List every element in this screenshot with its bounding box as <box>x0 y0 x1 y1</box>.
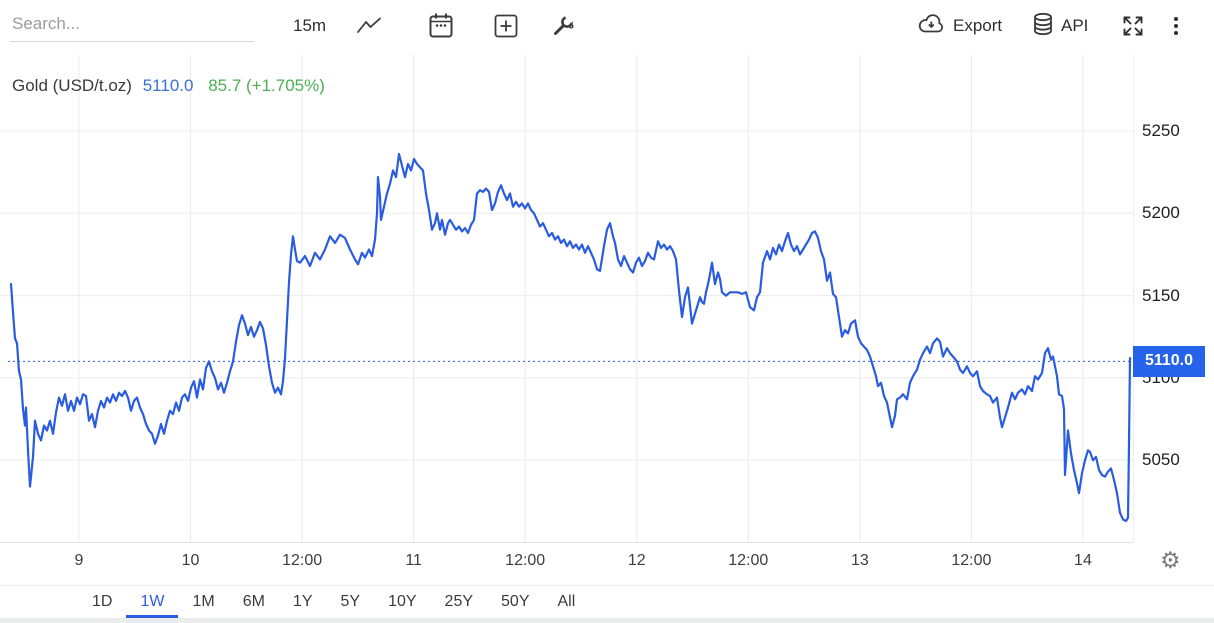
chart-type-button[interactable] <box>356 0 382 52</box>
time-axis-label: 12:00 <box>951 552 992 569</box>
search-field-wrap <box>10 8 254 42</box>
timeframe-tab-1y[interactable]: 1Y <box>292 593 313 610</box>
timeframe-tabbar: 1D 1W 1M 6M 1Y 5Y 10Y 25Y 50Y All <box>0 585 1214 618</box>
price-change-value: 85.7 (+1.705%) <box>208 76 325 95</box>
timeframe-tab-10y[interactable]: 10Y <box>388 593 417 610</box>
price-axis-label: 5050 <box>1142 450 1180 470</box>
price-axis-label: 5150 <box>1142 285 1180 305</box>
more-menu-button[interactable] <box>1172 0 1180 52</box>
timeframe-tab-5y[interactable]: 5Y <box>340 593 361 610</box>
price-axis[interactable]: 5250 5200 5150 5100 5050 <box>1133 55 1214 543</box>
gear-icon[interactable]: ⚙ <box>1160 547 1181 573</box>
timeframe-tab-50y[interactable]: 50Y <box>501 593 530 610</box>
fullscreen-icon <box>1120 13 1146 39</box>
time-axis-label: 12:00 <box>505 552 546 569</box>
last-price-value: 5110.0 <box>142 76 194 95</box>
time-axis-label: 14 <box>1074 552 1092 569</box>
cloud-download-icon <box>916 13 946 39</box>
time-axis-label: 12:00 <box>728 552 769 569</box>
toolbar: 15m <box>0 0 1214 52</box>
price-axis-label: 5200 <box>1142 203 1180 223</box>
api-button[interactable]: API <box>1032 0 1088 52</box>
kebab-menu-icon <box>1172 13 1180 39</box>
line-chart-icon <box>356 17 382 35</box>
time-axis-label: 9 <box>74 552 84 569</box>
time-axis-label: 10 <box>181 552 200 569</box>
timeframe-tab-1d[interactable]: 1D <box>92 593 113 610</box>
timeframe-tab-25y[interactable]: 25Y <box>444 593 474 610</box>
timeframe-tab-6m[interactable]: 6M <box>242 593 265 610</box>
time-axis[interactable]: 9 10 12:00 11 12:00 12 12:00 13 12:00 14 <box>0 549 1133 575</box>
search-input[interactable] <box>10 8 254 42</box>
time-axis-label: 12 <box>627 552 646 569</box>
api-label: API <box>1061 16 1089 35</box>
instrument-name: Gold (USD/t.oz) <box>12 76 132 95</box>
bottom-strip <box>0 618 1214 623</box>
export-button[interactable]: Export <box>916 0 1002 52</box>
timeframe-tab-1m[interactable]: 1M <box>192 593 215 610</box>
calendar-button[interactable] <box>428 0 454 52</box>
export-label: Export <box>953 16 1003 35</box>
time-axis-label: 11 <box>405 552 422 569</box>
tools-button[interactable] <box>550 0 576 52</box>
timeframe-tab-all[interactable]: All <box>557 593 576 610</box>
price-line <box>9 152 1132 523</box>
price-chart-canvas[interactable] <box>0 0 1133 543</box>
chart-legend: Gold (USD/t.oz) 5110.0 85.7 (+1.705%) <box>12 76 325 96</box>
calendar-icon <box>428 12 454 40</box>
compare-plus-icon <box>493 13 519 39</box>
database-icon <box>1032 12 1054 41</box>
price-axis-label: 5250 <box>1142 121 1180 140</box>
timeframe-tab-1w[interactable]: 1W <box>126 586 178 618</box>
interval-selector[interactable]: 15m <box>293 16 327 35</box>
fullscreen-button[interactable] <box>1120 0 1146 52</box>
compare-button[interactable] <box>493 0 519 52</box>
time-axis-label: 13 <box>850 552 869 569</box>
time-axis-label: 12:00 <box>282 552 323 569</box>
tools-wrench-icon <box>550 13 576 39</box>
current-price-badge: 5110.0 <box>1133 345 1205 377</box>
